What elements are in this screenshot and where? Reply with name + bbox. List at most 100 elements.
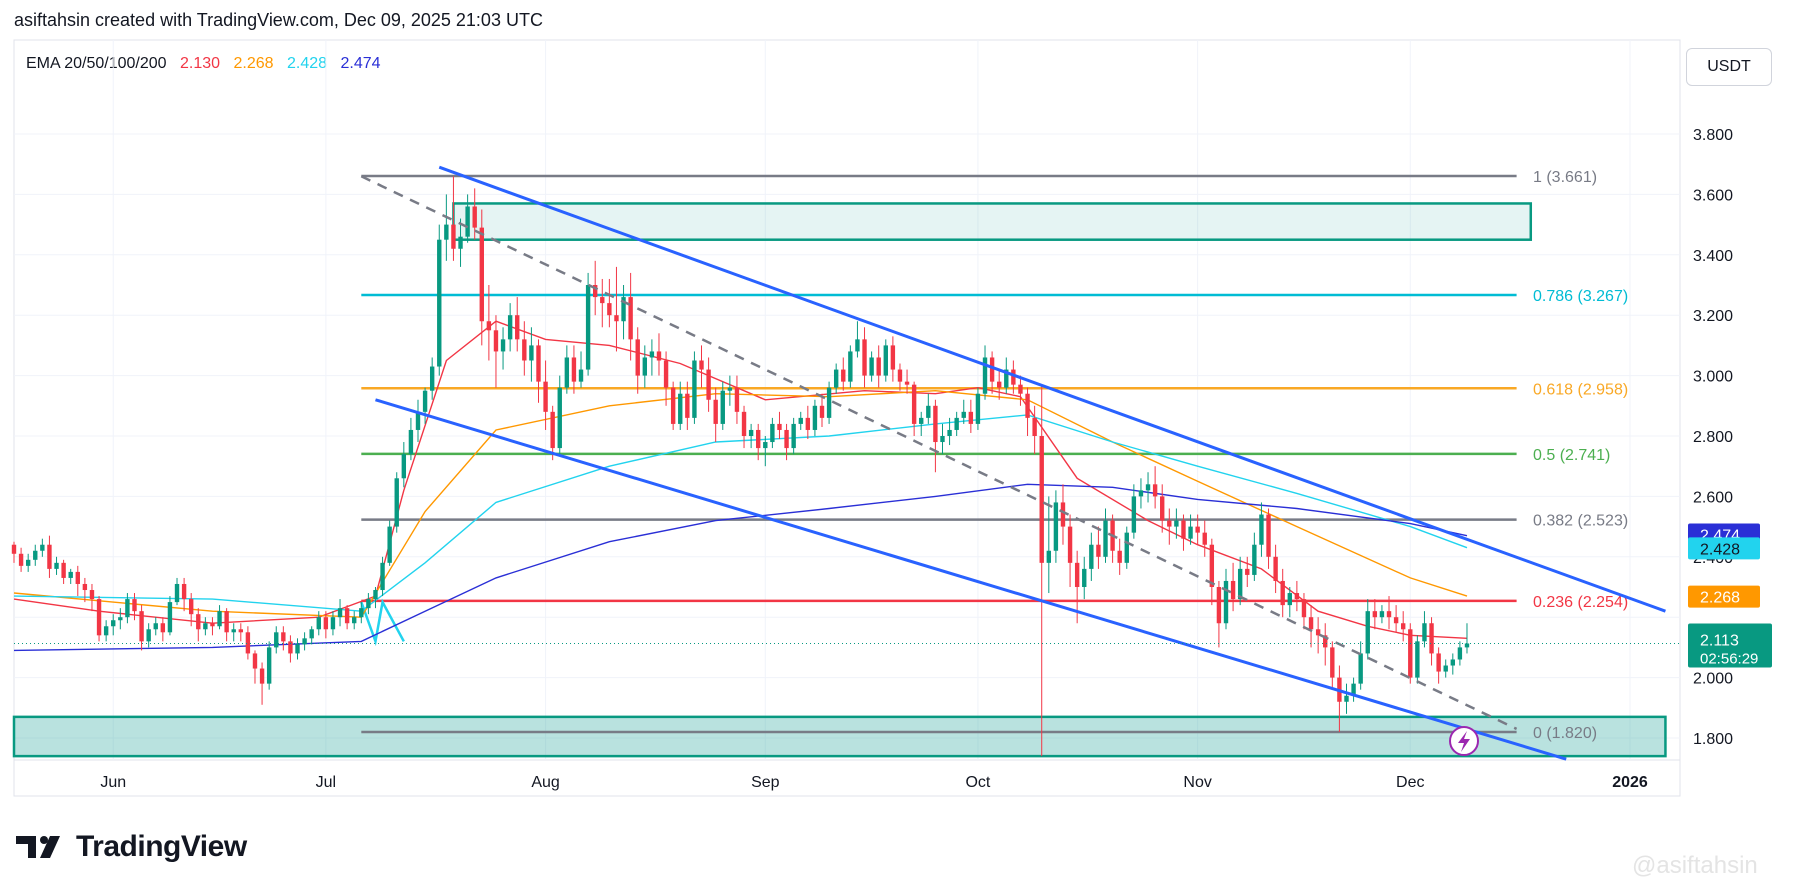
candle-body xyxy=(344,608,350,624)
candle-body xyxy=(805,417,811,430)
y-tick-label: 3.200 xyxy=(1693,308,1733,325)
candle-body xyxy=(394,478,399,527)
candle-body xyxy=(61,562,66,578)
y-tick-label: 3.800 xyxy=(1693,127,1733,144)
fib-level-label: 0.5 (2.741) xyxy=(1533,447,1610,464)
candle-body xyxy=(1372,611,1378,618)
candle-body xyxy=(841,369,846,382)
candle-body xyxy=(890,345,896,370)
candle-body xyxy=(763,442,768,449)
candle-body xyxy=(429,366,435,391)
price-badge xyxy=(1688,537,1760,560)
candle-body xyxy=(387,526,392,563)
candle-body xyxy=(1280,580,1285,606)
candle-body xyxy=(451,224,456,249)
candle-body xyxy=(798,417,803,424)
candle-body xyxy=(1273,556,1278,581)
candle-body xyxy=(217,611,222,627)
candle-body xyxy=(819,405,825,418)
fib-level-label: 0.236 (2.254) xyxy=(1533,594,1628,611)
candle-body xyxy=(1152,484,1158,497)
candle-body xyxy=(1365,611,1370,654)
candle-body xyxy=(1089,544,1094,569)
candle-body xyxy=(1429,623,1434,654)
candle-body xyxy=(1393,617,1399,624)
candle-body xyxy=(975,393,981,424)
candle-body xyxy=(274,632,279,648)
candle-body xyxy=(153,623,158,630)
candle-body xyxy=(642,357,648,376)
candle-body xyxy=(1379,611,1385,618)
candle-body xyxy=(118,617,123,621)
candle-body xyxy=(82,583,88,591)
candle-body xyxy=(458,236,463,249)
ema-legend[interactable]: EMA 20/50/100/200 2.130 2.268 2.428 2.47… xyxy=(26,55,390,73)
candle-body xyxy=(1202,532,1207,545)
last-price-value: 2.113 xyxy=(1700,632,1739,649)
channel-upper-line xyxy=(438,165,1666,613)
ema-50-value: 2.268 xyxy=(233,55,274,72)
candle-body xyxy=(1060,502,1066,527)
currency-selector-button[interactable]: USDT xyxy=(1686,48,1772,86)
candle-body xyxy=(1174,520,1179,527)
candle-body xyxy=(678,393,683,424)
x-tick-label: Nov xyxy=(1183,774,1211,791)
candle-body xyxy=(302,638,307,645)
candle-body xyxy=(550,411,555,449)
candle-body xyxy=(621,297,626,322)
candle-body xyxy=(224,611,229,633)
candle-body xyxy=(756,429,761,449)
candle-body xyxy=(444,224,449,240)
candle-body xyxy=(1301,599,1307,618)
candle-body xyxy=(727,387,733,391)
candle-body xyxy=(989,357,995,382)
channel-mid-dashed-line xyxy=(360,175,1518,731)
candle-body xyxy=(493,330,499,352)
candle-body xyxy=(1209,544,1215,587)
candle-body xyxy=(1323,635,1328,648)
candle-body xyxy=(1400,623,1406,630)
candle-body xyxy=(536,345,541,382)
fib-level-label: 1 (3.661) xyxy=(1533,169,1597,186)
candle-body xyxy=(288,641,293,654)
candle-body xyxy=(1145,484,1151,491)
candle-body xyxy=(1039,436,1044,563)
candle-body xyxy=(904,381,910,385)
y-tick-label: 3.600 xyxy=(1693,187,1733,204)
candle-body xyxy=(1464,643,1470,648)
candle-body xyxy=(947,429,952,436)
candle-body xyxy=(1117,550,1122,563)
candle-body xyxy=(656,351,662,361)
candle-body xyxy=(1167,520,1172,527)
candle-body xyxy=(557,387,562,449)
demand-zone xyxy=(12,715,1667,758)
candle-body xyxy=(713,399,718,424)
candle-body xyxy=(1422,623,1427,642)
candle-body xyxy=(692,360,697,418)
candle-body xyxy=(1216,587,1222,624)
candle-body xyxy=(196,614,201,630)
fibonacci-retracement: 1 (3.661) 0.786 (3.267) 0.618 (2.958) 0.5 (… xyxy=(360,169,1628,742)
tradingview-logo-icon xyxy=(16,836,60,858)
candle-body xyxy=(600,297,605,304)
candle-body xyxy=(89,590,95,600)
x-tick-label: Aug xyxy=(531,774,559,791)
tradingview-logo[interactable]: TradingView xyxy=(16,830,247,864)
candle-body xyxy=(529,345,534,361)
candle-body xyxy=(1266,514,1271,557)
candle-body xyxy=(167,602,173,633)
candle-body xyxy=(968,411,974,424)
y-tick-label: 3.000 xyxy=(1693,369,1733,386)
candle-body xyxy=(1237,568,1243,600)
x-tick-label: Oct xyxy=(965,774,990,791)
candle-body xyxy=(564,357,570,388)
ema-line xyxy=(13,414,1468,612)
candle-body xyxy=(486,321,492,331)
candle-body xyxy=(125,599,130,618)
candle-body xyxy=(359,608,364,618)
price-badge-label: 2.428 xyxy=(1700,541,1740,558)
candle-body xyxy=(862,339,867,376)
candle-body xyxy=(1082,568,1087,587)
